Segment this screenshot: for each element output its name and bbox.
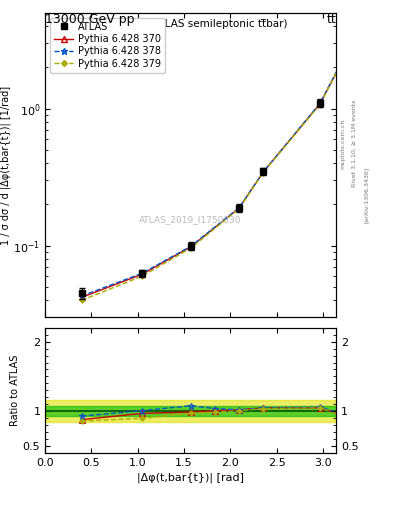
Text: tt̅: tt̅ bbox=[326, 13, 336, 26]
Text: Rivet 3.1.10, ≥ 3.1M events: Rivet 3.1.10, ≥ 3.1M events bbox=[352, 100, 357, 187]
Text: [arXiv:1306.3436]: [arXiv:1306.3436] bbox=[364, 166, 369, 223]
Y-axis label: Ratio to ATLAS: Ratio to ATLAS bbox=[10, 355, 20, 426]
Text: 13000 GeV pp: 13000 GeV pp bbox=[45, 13, 135, 26]
Text: mcplots.cern.ch: mcplots.cern.ch bbox=[340, 118, 345, 168]
Text: Δφ (tt̅bar) (ATLAS semileptonic tt̅bar): Δφ (tt̅bar) (ATLAS semileptonic tt̅bar) bbox=[94, 19, 287, 29]
Legend: ATLAS, Pythia 6.428 370, Pythia 6.428 378, Pythia 6.428 379: ATLAS, Pythia 6.428 370, Pythia 6.428 37… bbox=[50, 17, 165, 73]
X-axis label: |Δφ(t,bar{t})| [rad]: |Δφ(t,bar{t})| [rad] bbox=[137, 472, 244, 483]
Text: ATLAS_2019_I1750330: ATLAS_2019_I1750330 bbox=[139, 216, 242, 224]
Y-axis label: 1 / σ dσ / d |Δφ(t,bar{t})| [1/rad]: 1 / σ dσ / d |Δφ(t,bar{t})| [1/rad] bbox=[0, 86, 11, 245]
